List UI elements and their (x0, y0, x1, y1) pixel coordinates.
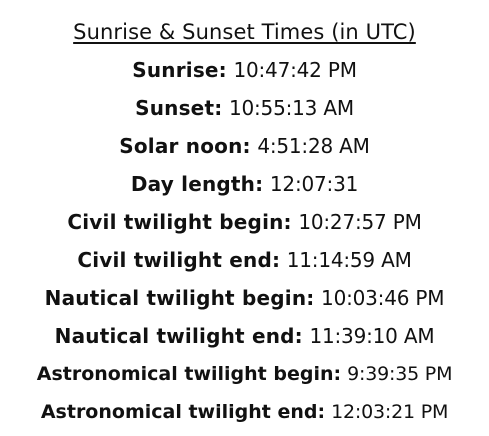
row-nautical-twilight-begin: Nautical twilight begin: 10:03:46 PM (0, 284, 489, 322)
nautical-twilight-begin-value: 10:03:46 PM (321, 286, 445, 310)
civil-twilight-end-label: Civil twilight end: (77, 248, 281, 272)
sun-times-list: Sunrise: 10:47:42 PM Sunset: 10:55:13 AM… (0, 56, 489, 436)
sunset-label: Sunset: (135, 96, 223, 120)
row-sunset: Sunset: 10:55:13 AM (0, 94, 489, 132)
nautical-twilight-end-label: Nautical twilight end: (54, 324, 303, 348)
nautical-twilight-end-value: 11:39:10 AM (309, 324, 435, 348)
civil-twilight-begin-value: 10:27:57 PM (298, 210, 422, 234)
day-length-label: Day length: (130, 172, 264, 196)
civil-twilight-begin-label: Civil twilight begin: (67, 210, 292, 234)
astronomical-twilight-begin-label: Astronomical twilight begin: (36, 363, 342, 385)
row-nautical-twilight-end: Nautical twilight end: 11:39:10 AM (0, 322, 489, 360)
astronomical-twilight-begin-value: 9:39:35 PM (347, 363, 453, 385)
row-sunrise: Sunrise: 10:47:42 PM (0, 56, 489, 94)
row-day-length: Day length: 12:07:31 (0, 170, 489, 208)
astronomical-twilight-end-label: Astronomical twilight end: (40, 401, 326, 423)
sunrise-value: 10:47:42 PM (233, 58, 357, 82)
panel-title: Sunrise & Sunset Times (in UTC) (73, 20, 416, 44)
sunset-value: 10:55:13 AM (228, 96, 354, 120)
solar-noon-label: Solar noon: (119, 134, 251, 158)
nautical-twilight-begin-label: Nautical twilight begin: (44, 286, 315, 310)
row-civil-twilight-end: Civil twilight end: 11:14:59 AM (0, 246, 489, 284)
row-civil-twilight-begin: Civil twilight begin: 10:27:57 PM (0, 208, 489, 246)
sunrise-label: Sunrise: (132, 58, 227, 82)
solar-noon-value: 4:51:28 AM (257, 134, 370, 158)
civil-twilight-end-value: 11:14:59 AM (286, 248, 412, 272)
row-astronomical-twilight-begin: Astronomical twilight begin: 9:39:35 PM (0, 360, 489, 398)
row-solar-noon: Solar noon: 4:51:28 AM (0, 132, 489, 170)
row-astronomical-twilight-end: Astronomical twilight end: 12:03:21 PM (0, 398, 489, 436)
day-length-value: 12:07:31 (269, 172, 359, 196)
astronomical-twilight-end-value: 12:03:21 PM (331, 401, 449, 423)
